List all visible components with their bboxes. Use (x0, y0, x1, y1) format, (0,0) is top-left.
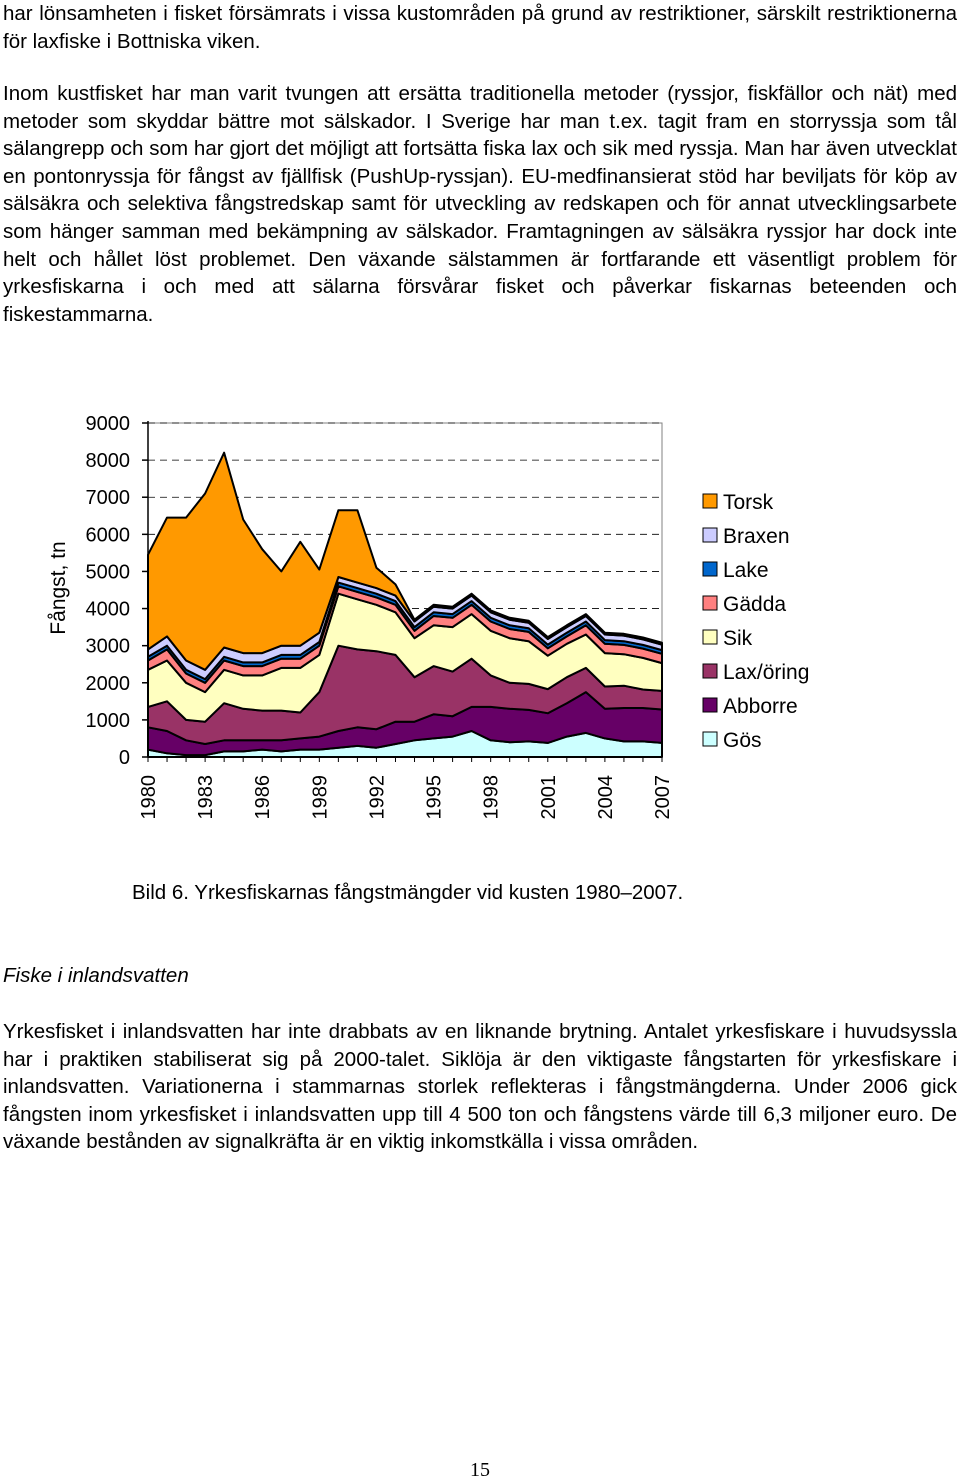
legend-label: Lake (723, 559, 769, 582)
legend-swatch (702, 595, 718, 611)
legend-label: Lax/öring (723, 661, 809, 684)
x-tick-label: 2004 (595, 775, 617, 820)
x-tick-label: 1986 (252, 775, 274, 820)
y-tick-label: 1000 (86, 710, 131, 732)
x-tick-label: 1980 (138, 775, 160, 820)
y-axis-label: Fångst, tn (47, 541, 70, 634)
paragraph-inland: Yrkesfisket i inlandsvatten har inte dra… (3, 1020, 957, 1154)
x-tick-label: 1983 (195, 775, 217, 820)
y-tick-label: 2000 (86, 673, 131, 695)
y-tick-label: 0 (119, 747, 130, 769)
legend: Torsk Braxen Lake Gädda Sik Lax/öring Abborre G… (702, 491, 809, 752)
x-tick-label: 1992 (366, 775, 388, 820)
y-tick-labels: 0 1000 2000 3000 4000 5000 6000 7000 8000 9000 (86, 413, 131, 769)
legend-swatch (702, 731, 718, 747)
paragraph-seal-damage: Inom kustfisket har man varit tvungen at… (3, 82, 957, 326)
paragraph-intro: har lönsamheten i fisket försämrats i vi… (3, 2, 957, 53)
legend-swatch (702, 629, 718, 645)
legend-swatch (702, 663, 718, 679)
x-tick-label: 1995 (424, 775, 446, 820)
legend-label: Torsk (723, 491, 774, 514)
legend-label: Gädda (723, 593, 786, 616)
x-tick-label: 2007 (652, 775, 674, 820)
y-tick-label: 3000 (86, 636, 131, 658)
legend-label: Abborre (723, 695, 798, 718)
catch-area-chart: 0 1000 2000 3000 4000 5000 6000 7000 8000 9000 19… (47, 413, 809, 820)
axes (142, 421, 663, 762)
legend-swatch (702, 697, 718, 713)
legend-swatch (702, 561, 718, 577)
x-tick-labels: 1980 1983 1986 1989 1992 1995 1998 2001 2004 2007 (138, 775, 674, 820)
x-tick-label: 2001 (538, 775, 560, 820)
legend-swatch (702, 527, 718, 543)
y-tick-label: 6000 (86, 524, 131, 546)
legend-label: Braxen (723, 525, 790, 548)
y-tick-label: 7000 (86, 487, 131, 509)
y-tick-label: 8000 (86, 450, 131, 472)
y-tick-label: 4000 (86, 599, 131, 621)
legend-label: Sik (723, 627, 753, 650)
figure-caption: Bild 6. Yrkesfiskarnas fångstmängder vid… (132, 881, 684, 904)
legend-label: Gös (723, 729, 762, 752)
legend-swatch (702, 493, 718, 509)
series-areas (147, 451, 663, 758)
y-tick-label: 9000 (86, 413, 131, 435)
y-tick-label: 5000 (86, 561, 131, 583)
area-torsk (147, 451, 663, 671)
x-tick-label: 1998 (481, 775, 503, 820)
x-tick-label: 1989 (309, 775, 331, 820)
page-number: 15 (470, 1459, 490, 1481)
section-heading: Fiske i inlandsvatten (3, 964, 189, 987)
